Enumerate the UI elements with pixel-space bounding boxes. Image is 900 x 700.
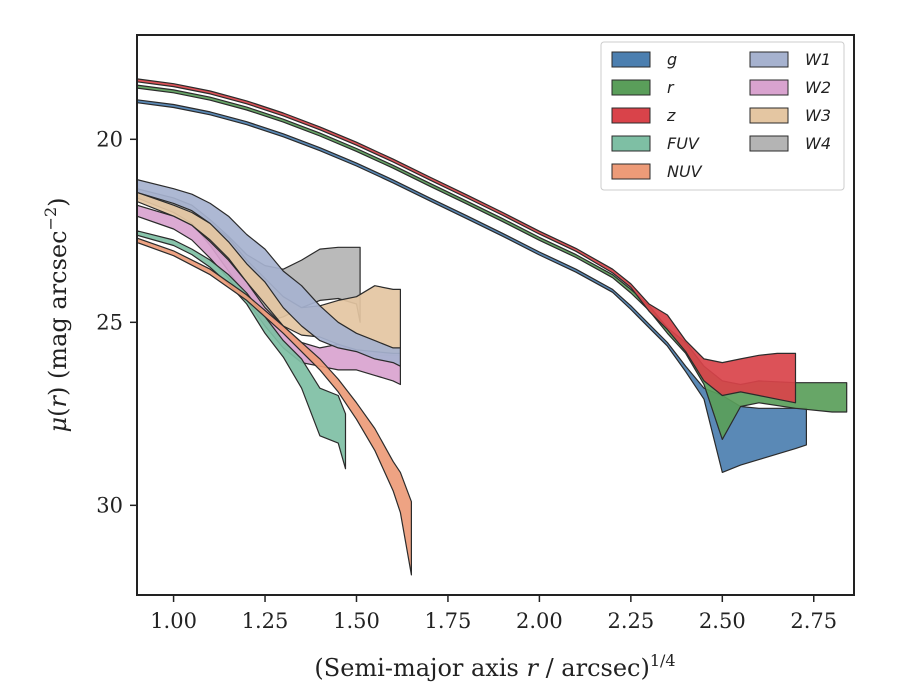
y-axis-label-r: r — [44, 395, 72, 408]
x-axis-label: (Semi-major axis r / arcsec)1/4 — [314, 651, 675, 682]
legend-swatch-r — [611, 79, 651, 96]
legend-swatch-W3 — [749, 107, 789, 124]
legend-label-r: r — [667, 78, 675, 97]
legend-label-g: g — [667, 50, 677, 69]
legend: grz FUV NUV W1 W2 W3 W4 — [600, 41, 845, 191]
legend-swatch-W4 — [749, 135, 789, 152]
y-axis-label: μ(r) (mag arcsec−2) — [41, 197, 72, 432]
legend-label-W2: W2 — [805, 78, 831, 97]
y-axis-label-exponent: −2 — [41, 207, 60, 231]
y-tick-label: 20 — [96, 127, 123, 151]
legend-swatch-NUV — [611, 163, 651, 180]
band-FUV — [137, 230, 347, 470]
legend-label-W4: W4 — [805, 134, 831, 153]
y-axis-label-paren: ( — [44, 408, 72, 417]
legend-label-W3: W3 — [805, 106, 831, 125]
legend-swatch-z — [611, 107, 651, 124]
legend-box — [600, 41, 845, 191]
x-tick-label: 2.50 — [699, 609, 746, 633]
legend-swatch-g — [611, 51, 651, 68]
legend-label-W1: W1 — [805, 50, 831, 69]
y-tick-label: 25 — [96, 310, 123, 334]
band-NUV — [137, 237, 412, 576]
legend-swatch-FUV — [611, 135, 651, 152]
x-axis-label-exponent: 1/4 — [650, 651, 676, 670]
y-axis-label-unit: ) (mag arcsec — [44, 230, 72, 396]
x-axis-label-unit: / arcsec) — [538, 654, 650, 682]
x-tick-label: 2.00 — [516, 609, 563, 633]
legend-label-NUV: NUV — [667, 162, 703, 181]
band-W1 — [137, 179, 401, 367]
x-axis-label-r: r — [526, 654, 539, 682]
x-tick-label: 1.00 — [150, 609, 197, 633]
legend-swatch-W1 — [749, 51, 789, 68]
axes-layer: 1.00 1.25 1.50 1.75 2.00 2.25 2.50 2.75 20 25 30 — [96, 34, 855, 633]
legend-swatch-W2 — [749, 79, 789, 96]
y-tick-label: 30 — [96, 493, 123, 517]
x-tick-label: 2.75 — [790, 609, 837, 633]
plot-frame — [136, 34, 855, 596]
x-tick-label: 2.25 — [607, 609, 654, 633]
band-r — [137, 84, 848, 440]
legend-label-FUV: FUV — [667, 134, 700, 153]
x-tick-label: 1.25 — [242, 609, 289, 633]
series-layer — [137, 78, 848, 576]
band-g — [137, 99, 807, 473]
legend-label-z: z — [666, 106, 676, 125]
y-axis-label-close: ) — [44, 197, 72, 206]
y-axis-label-mu: μ — [44, 417, 72, 433]
x-axis-label-main: (Semi-major axis — [314, 654, 526, 682]
x-tick-label: 1.75 — [425, 609, 472, 633]
band-z — [137, 78, 797, 404]
x-tick-label: 1.50 — [333, 609, 380, 633]
